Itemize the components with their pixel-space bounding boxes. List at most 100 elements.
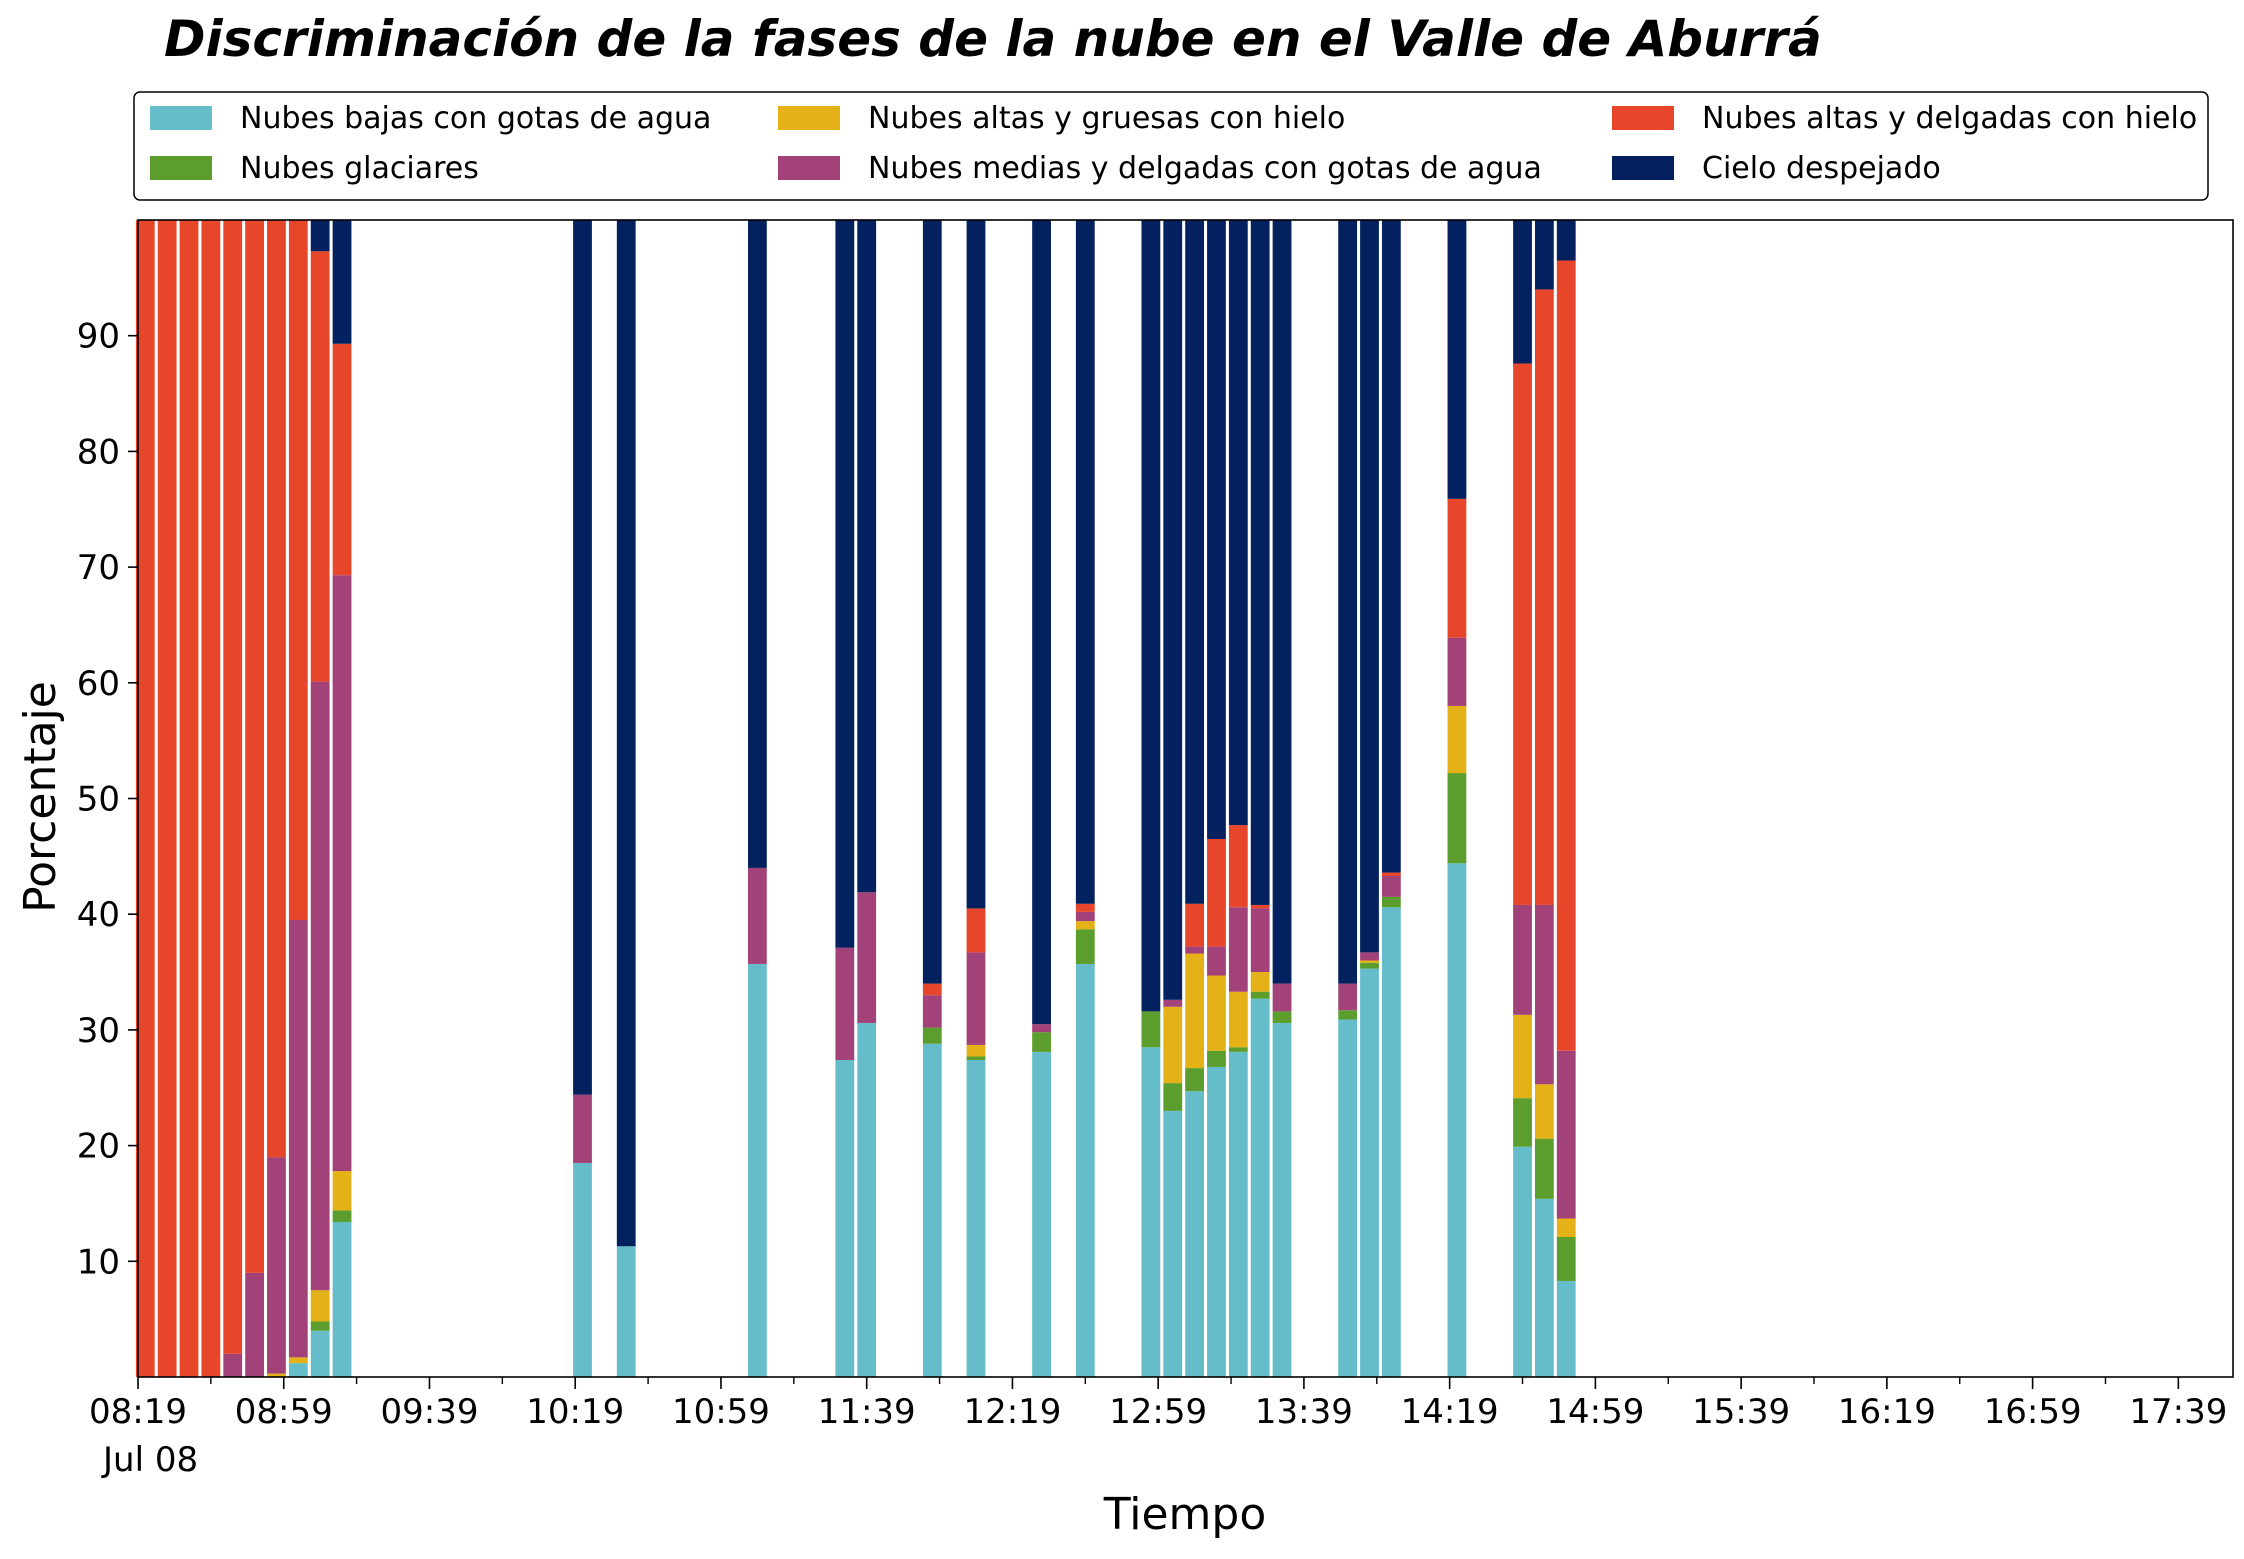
bar-segment-15-1: [922, 1027, 942, 1044]
bar-segment-1-4: [157, 220, 177, 1377]
bar-segment-23-4: [1228, 825, 1248, 908]
y-tick-label-10: 10: [77, 1242, 120, 1282]
bar-segment-32-1: [1556, 1237, 1576, 1281]
legend-label-4: Nubes altas y delgadas con hielo: [1702, 101, 2197, 136]
x-axis-label: Tiempo: [1103, 1489, 1267, 1540]
x-tick-label-15:39: 15:39: [1692, 1392, 1790, 1432]
bar-segment-8-4: [310, 251, 330, 682]
y-axis: 10 20 30 40 50 60 70 80 90: [77, 317, 138, 1282]
legend-swatch-4: [1612, 106, 1674, 130]
legend-label-1: Nubes glaciares: [240, 151, 479, 186]
bar-segment-4-3: [223, 1353, 243, 1377]
bar-segment-10-3: [573, 1094, 592, 1163]
bar-segment-18-4: [1075, 903, 1095, 912]
bar-segment-31-3: [1534, 904, 1554, 1085]
x-tick-label-16:19: 16:19: [1838, 1392, 1936, 1432]
bar-segment-15-3: [922, 995, 942, 1028]
bar-segment-16-2: [966, 1044, 986, 1057]
bar-segment-32-2: [1556, 1218, 1576, 1237]
bar-segment-30-3: [1513, 904, 1532, 1015]
bar-segment-28-3: [1381, 876, 1401, 897]
bar-segment-29-2: [1447, 705, 1467, 774]
bar-segment-20-3: [1163, 999, 1183, 1007]
x-date-label: Jul 08: [101, 1440, 198, 1480]
bar-segment-27-1: [1360, 962, 1379, 969]
y-tick-label-20: 20: [77, 1127, 120, 1167]
y-tick-label-50: 50: [77, 780, 120, 820]
bar-segment-26-0: [1338, 1019, 1358, 1377]
bar-segment-29-5: [1447, 220, 1467, 499]
bar-segment-6-3: [267, 1157, 286, 1374]
x-tick-label-08:59: 08:59: [235, 1392, 333, 1432]
bar-segment-17-5: [1032, 220, 1051, 1025]
bar-segment-30-5: [1513, 220, 1532, 364]
legend-swatch-2: [778, 106, 840, 130]
bar-segment-8-1: [310, 1321, 330, 1331]
x-tick-label-12:59: 12:59: [1109, 1392, 1207, 1432]
legend: Nubes bajas con gotas de agua Nubes glaci…: [133, 91, 2209, 201]
bar-segment-16-4: [966, 908, 986, 953]
y-tick-label-70: 70: [77, 548, 120, 588]
bar-segment-16-5: [966, 220, 986, 909]
bar-segment-31-2: [1534, 1084, 1554, 1139]
bar-segment-30-0: [1513, 1146, 1532, 1377]
bar-segment-9-4: [332, 343, 352, 576]
bar-segment-28-5: [1381, 220, 1401, 873]
bar-segment-15-4: [922, 983, 942, 996]
bar-segment-11-0: [616, 1246, 636, 1377]
bar-segment-30-2: [1513, 1014, 1532, 1099]
bar-segment-24-5: [1250, 220, 1270, 905]
bar-segment-30-4: [1513, 363, 1532, 905]
x-tick-label-12:19: 12:19: [963, 1392, 1061, 1432]
bar-segment-17-1: [1032, 1032, 1051, 1052]
bar-segment-16-3: [966, 952, 986, 1045]
bar-segment-26-1: [1338, 1010, 1358, 1020]
bar-segment-4-4: [223, 220, 243, 1354]
bar-segment-22-4: [1207, 839, 1226, 947]
bar-segment-25-3: [1272, 983, 1292, 1012]
bar-segment-24-3: [1250, 908, 1270, 973]
bar-segment-28-4: [1381, 872, 1401, 877]
bar-segment-27-0: [1360, 968, 1379, 1377]
legend-label-0: Nubes bajas con gotas de agua: [240, 101, 711, 136]
bar-segment-0-4: [135, 220, 155, 1377]
bar-segment-6-2: [267, 1373, 286, 1377]
bar-segment-22-3: [1207, 946, 1226, 976]
y-tick-label-30: 30: [77, 1011, 120, 1051]
x-tick-label-09:39: 09:39: [380, 1392, 478, 1432]
legend-label-2: Nubes altas y gruesas con hielo: [868, 101, 1345, 136]
bar-segment-5-3: [245, 1272, 264, 1377]
bar-segment-10-5: [573, 220, 592, 1095]
bar-segment-23-5: [1228, 220, 1248, 826]
bar-segment-20-1: [1163, 1083, 1183, 1111]
bar-segment-22-0: [1207, 1066, 1226, 1377]
bar-segment-17-0: [1032, 1051, 1051, 1377]
bar-segment-23-2: [1228, 991, 1248, 1048]
bar-segment-23-3: [1228, 907, 1248, 992]
bar-segment-32-0: [1556, 1280, 1576, 1377]
x-tick-label-14:59: 14:59: [1546, 1392, 1644, 1432]
bar-segment-22-5: [1207, 220, 1226, 839]
bar-segment-28-1: [1381, 896, 1401, 908]
bar-segment-18-1: [1075, 929, 1095, 964]
y-tick-label-90: 90: [77, 317, 120, 357]
bar-segment-20-2: [1163, 1006, 1183, 1084]
bar-segment-20-0: [1163, 1110, 1183, 1377]
y-tick-label-80: 80: [77, 432, 120, 472]
bar-segment-8-5: [310, 220, 330, 252]
bar-segment-27-5: [1360, 220, 1379, 953]
bar-segment-19-0: [1141, 1047, 1161, 1377]
bar-segment-24-1: [1250, 991, 1270, 999]
legend-swatch-1: [150, 156, 212, 180]
x-tick-label-08:19: 08:19: [89, 1392, 187, 1432]
bar-segment-18-3: [1075, 911, 1095, 922]
bar-segment-22-1: [1207, 1050, 1226, 1067]
x-tick-label-13:39: 13:39: [1255, 1392, 1353, 1432]
x-tick-label-16:59: 16:59: [1984, 1392, 2082, 1432]
bar-segment-12-3: [747, 867, 767, 964]
bar-segment-9-1: [332, 1210, 352, 1222]
bar-segment-6-4: [267, 220, 286, 1158]
bar-segment-7-4: [288, 220, 308, 920]
bar-segment-21-5: [1185, 220, 1205, 904]
